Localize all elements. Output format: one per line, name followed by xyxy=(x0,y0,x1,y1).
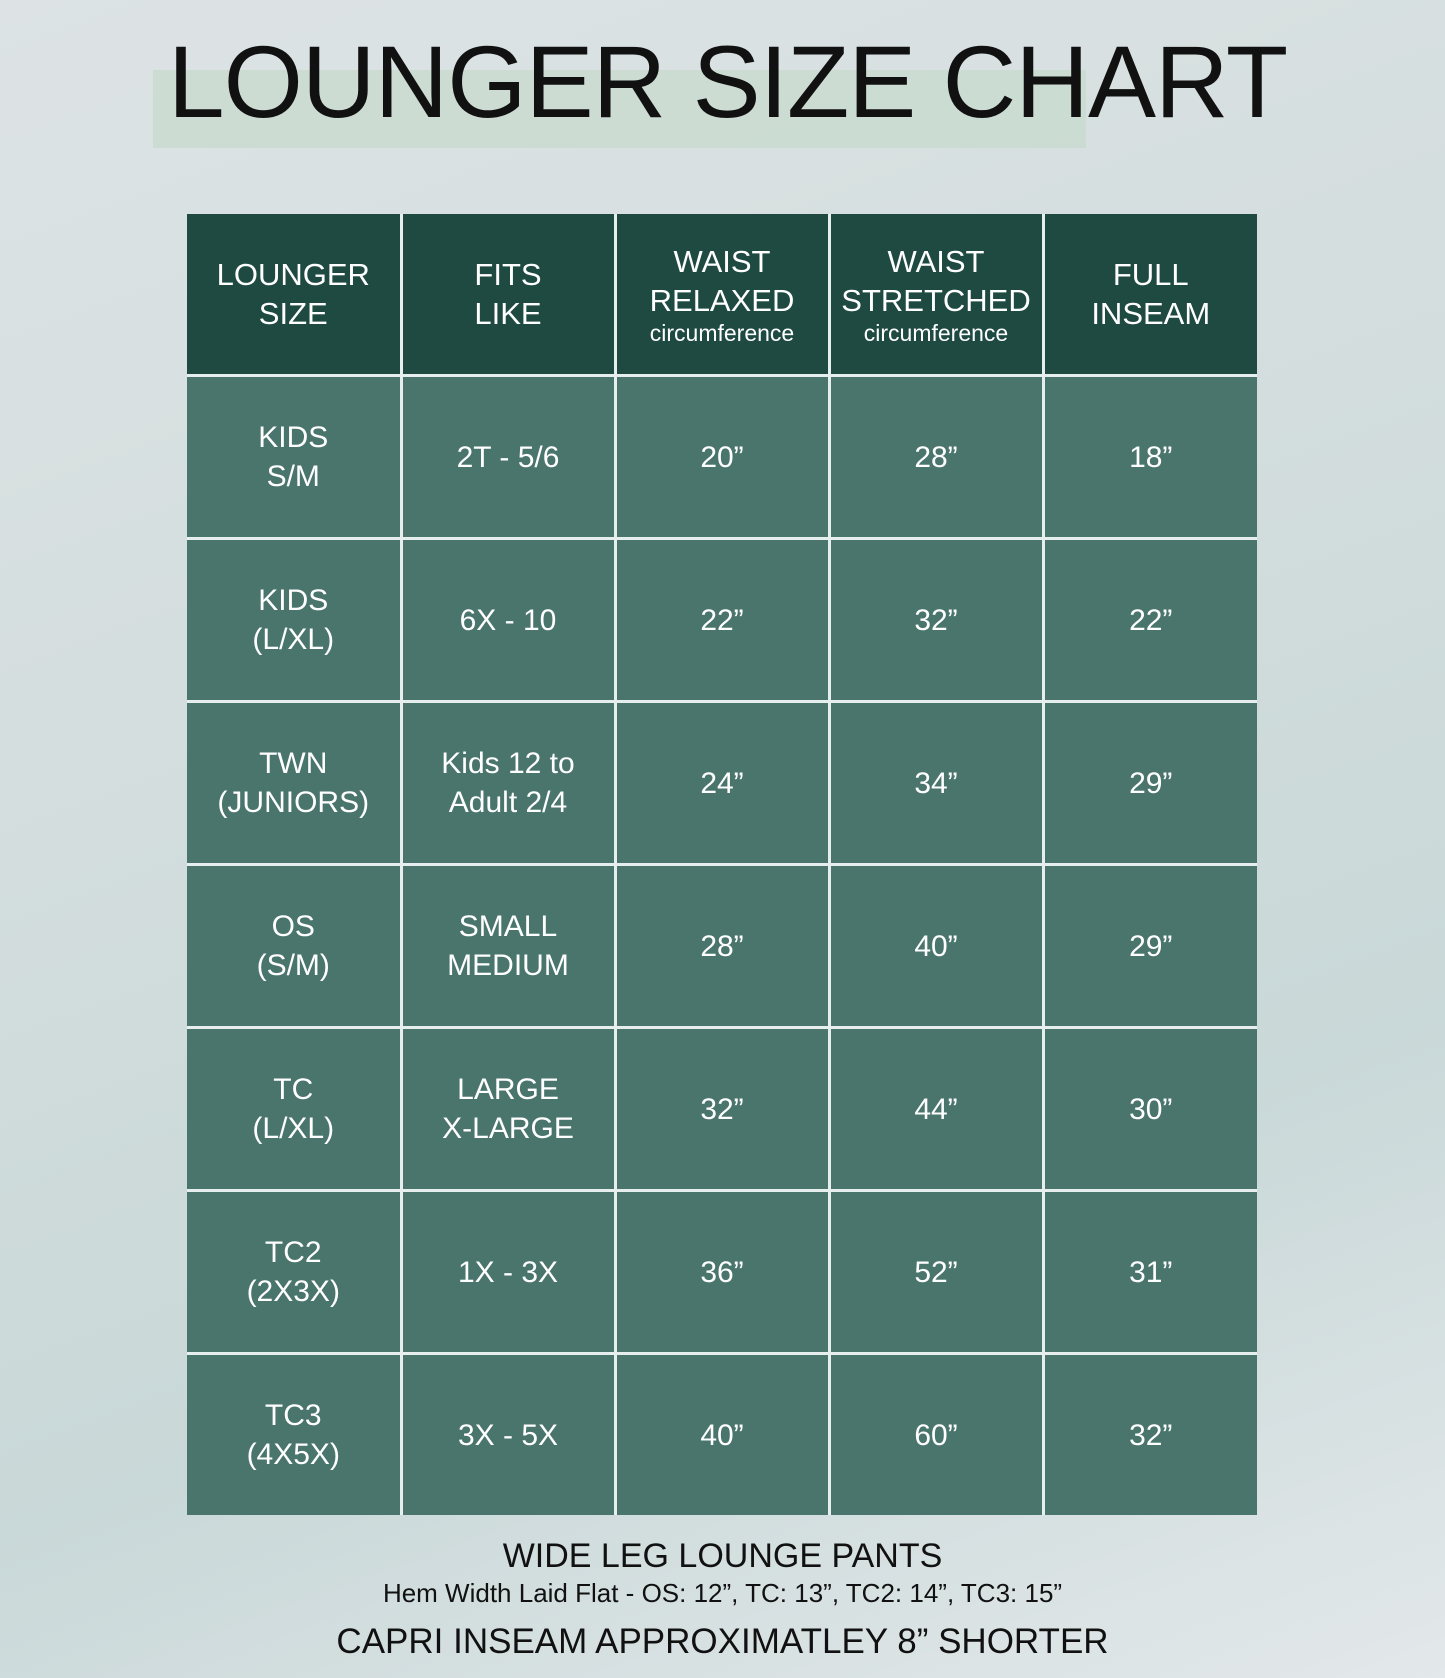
cell-line: 3X - 5X xyxy=(457,1418,559,1452)
header-line: STRETCHED xyxy=(841,283,1031,318)
cell-stretched: 32” xyxy=(827,537,1045,703)
header-line: INSEAM xyxy=(1091,296,1211,331)
cell-relaxed: 40” xyxy=(613,1352,831,1515)
cell-line: 1X - 3X xyxy=(457,1255,559,1289)
cell-size: TWN (JUNIORS) xyxy=(187,700,403,866)
cell-stretched: 52” xyxy=(827,1189,1045,1355)
header-line: LIKE xyxy=(474,296,542,331)
cell-size: KIDS (L/XL) xyxy=(187,537,403,703)
cell-line: LARGE xyxy=(457,1073,559,1106)
cell-inseam: 31” xyxy=(1041,1189,1257,1355)
title-highlight xyxy=(153,70,1086,148)
cell-size: KIDS S/M xyxy=(187,374,403,540)
cell-line: (4X5X) xyxy=(246,1438,340,1471)
cell-line: TC3 xyxy=(264,1399,322,1432)
size-chart-table: LOUNGER SIZE FITS LIKE WAIST RELAXED circumfer… xyxy=(187,214,1257,1515)
cell-fits: SMALL MEDIUM xyxy=(399,863,617,1029)
cell-line: S/M xyxy=(266,460,320,493)
cell-relaxed: 36” xyxy=(613,1189,831,1355)
cell-line: X-LARGE xyxy=(442,1112,574,1145)
cell-inseam: 22” xyxy=(1041,537,1257,703)
cell-relaxed: 22” xyxy=(613,537,831,703)
hem-width-note: Hem Width Laid Flat - OS: 12”, TC: 13”, … xyxy=(382,1578,1063,1608)
cell-fits: 6X - 10 xyxy=(399,537,617,703)
cell-stretched: 28” xyxy=(827,374,1045,540)
cell-relaxed: 20” xyxy=(613,374,831,540)
cell-inseam: 30” xyxy=(1041,1026,1257,1192)
cell-line: (2X3X) xyxy=(246,1275,340,1308)
cell-line: (L/XL) xyxy=(252,623,335,656)
table-row: KIDS (L/XL) 6X - 10 22” 32” 22” xyxy=(187,537,1257,703)
header-line: SIZE xyxy=(258,296,328,331)
cell-line: MEDIUM xyxy=(447,949,569,982)
column-header: LOUNGER SIZE xyxy=(187,214,403,377)
cell-fits: 3X - 5X xyxy=(399,1352,617,1515)
capri-note: CAPRI INSEAM APPROXIMATLEY 8” SHORTER xyxy=(336,1622,1109,1661)
cell-line: (JUNIORS) xyxy=(217,786,370,819)
cell-relaxed: 32” xyxy=(613,1026,831,1192)
header-sub: circumference xyxy=(649,320,795,346)
cell-stretched: 34” xyxy=(827,700,1045,866)
cell-fits: LARGE X-LARGE xyxy=(399,1026,617,1192)
cell-line: 6X - 10 xyxy=(459,603,557,637)
column-header: FITS LIKE xyxy=(399,214,617,377)
cell-line: 2T - 5/6 xyxy=(456,440,560,474)
cell-line: (S/M) xyxy=(256,949,330,982)
table-row: KIDS S/M 2T - 5/6 20” 28” 18” xyxy=(187,374,1257,540)
cell-line: TC xyxy=(273,1073,314,1106)
cell-line: TC2 xyxy=(264,1236,322,1269)
cell-line: Adult 2/4 xyxy=(448,786,568,819)
column-header: WAIST RELAXED circumference xyxy=(613,214,831,377)
column-header: WAIST STRETCHED circumference xyxy=(827,214,1045,377)
header-sub: circumference xyxy=(863,320,1009,346)
header-row: LOUNGER SIZE FITS LIKE WAIST RELAXED circumfer… xyxy=(187,214,1257,377)
cell-relaxed: 28” xyxy=(613,863,831,1029)
table-row: TC2 (2X3X) 1X - 3X 36” 52” 31” xyxy=(187,1189,1257,1355)
cell-relaxed: 24” xyxy=(613,700,831,866)
table-row: TWN (JUNIORS) Kids 12 to Adult 2/4 24” 34” 29” xyxy=(187,700,1257,866)
header-line: WAIST xyxy=(673,244,771,279)
cell-line: SMALL xyxy=(458,910,558,943)
product-name: WIDE LEG LOUNGE PANTS xyxy=(502,1537,943,1575)
cell-inseam: 18” xyxy=(1041,374,1257,540)
cell-fits: 2T - 5/6 xyxy=(399,374,617,540)
cell-line: (L/XL) xyxy=(252,1112,335,1145)
cell-line: Kids 12 to xyxy=(441,747,575,780)
cell-inseam: 29” xyxy=(1041,863,1257,1029)
cell-line: TWN xyxy=(259,747,328,780)
header-line: WAIST xyxy=(887,244,985,279)
cell-line: OS xyxy=(271,910,315,943)
cell-stretched: 44” xyxy=(827,1026,1045,1192)
cell-stretched: 40” xyxy=(827,863,1045,1029)
cell-size: TC3 (4X5X) xyxy=(187,1352,403,1515)
column-header: FULL INSEAM xyxy=(1041,214,1257,377)
cell-size: TC (L/XL) xyxy=(187,1026,403,1192)
cell-inseam: 32” xyxy=(1041,1352,1257,1515)
table-row: OS (S/M) SMALL MEDIUM 28” 40” 29” xyxy=(187,863,1257,1029)
cell-line: KIDS xyxy=(258,421,329,454)
cell-line: KIDS xyxy=(258,584,329,617)
header-line: FITS xyxy=(474,257,542,292)
table-row: TC3 (4X5X) 3X - 5X 40” 60” 32” xyxy=(187,1352,1257,1515)
cell-stretched: 60” xyxy=(827,1352,1045,1515)
table-row: TC (L/XL) LARGE X-LARGE 32” 44” 30” xyxy=(187,1026,1257,1192)
header-line: LOUNGER xyxy=(216,257,370,292)
cell-size: TC2 (2X3X) xyxy=(187,1189,403,1355)
cell-inseam: 29” xyxy=(1041,700,1257,866)
cell-fits: Kids 12 to Adult 2/4 xyxy=(399,700,617,866)
cell-fits: 1X - 3X xyxy=(399,1189,617,1355)
header-line: FULL xyxy=(1112,257,1189,292)
cell-size: OS (S/M) xyxy=(187,863,403,1029)
page-title: LOUNGER SIZE CHART xyxy=(167,25,1288,139)
header-line: RELAXED xyxy=(649,283,795,318)
